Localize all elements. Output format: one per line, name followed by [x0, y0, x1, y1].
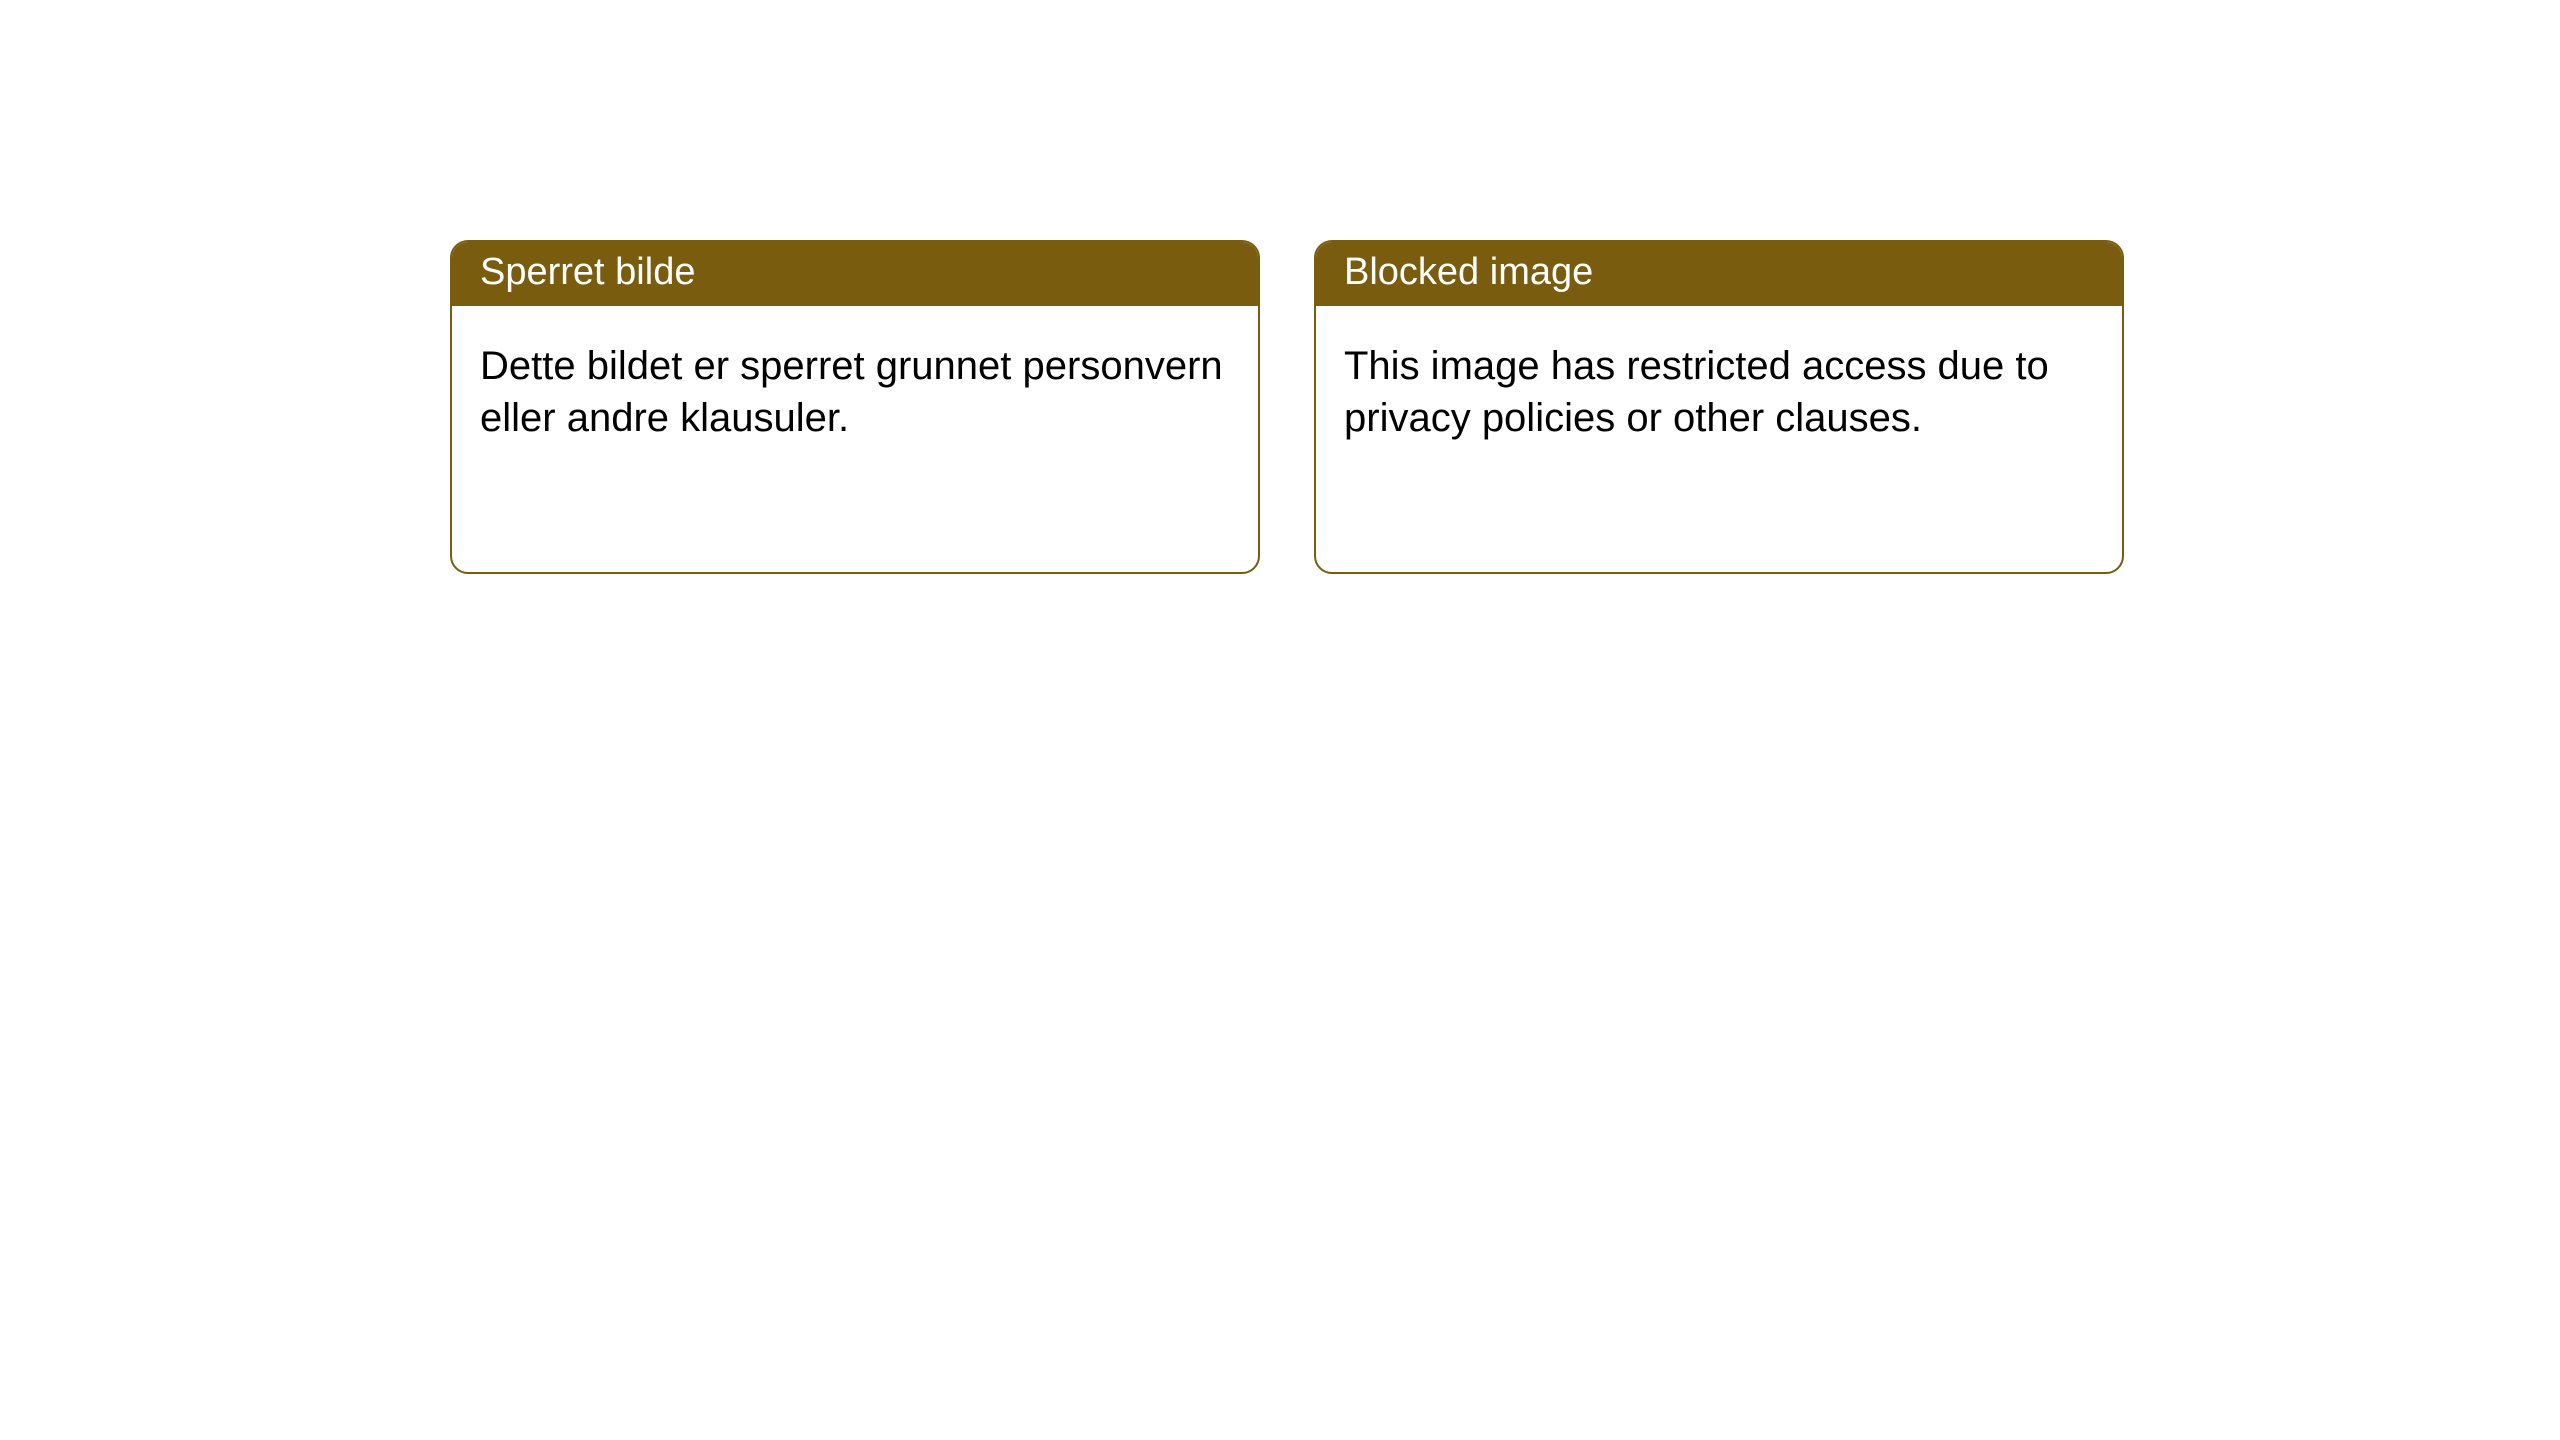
notices-container: Sperret bilde Dette bildet er sperret gr…: [450, 240, 2560, 574]
notice-box-norwegian: Sperret bilde Dette bildet er sperret gr…: [450, 240, 1260, 574]
notice-body: Dette bildet er sperret grunnet personve…: [452, 306, 1258, 464]
notice-header: Sperret bilde: [452, 242, 1258, 306]
notice-body: This image has restricted access due to …: [1316, 306, 2122, 464]
notice-header: Blocked image: [1316, 242, 2122, 306]
notice-box-english: Blocked image This image has restricted …: [1314, 240, 2124, 574]
